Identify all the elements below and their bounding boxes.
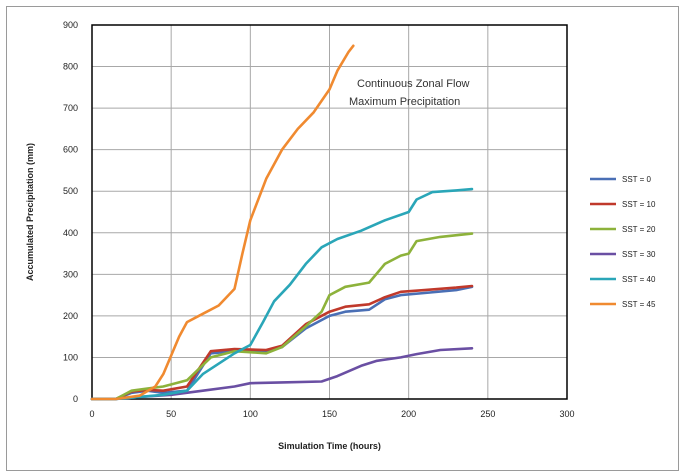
x-tick-label: 300 [559,409,574,419]
x-tick-label: 150 [322,409,337,419]
axis-ticks: 0 100 200 300 400 500 600 700 800 900 0 50 100 150 200… [63,20,575,419]
y-axis-title: Accumulated Precipitation (mm) [25,143,35,281]
y-tick-label: 200 [63,311,78,321]
grid-lines [91,24,568,400]
legend-label-2: SST = 20 [622,225,656,234]
y-tick-label: 700 [63,103,78,113]
y-tick-label: 800 [63,62,78,72]
legend-label-4: SST = 40 [622,275,656,284]
x-tick-label: 250 [480,409,495,419]
legend: SST = 0 SST = 10 SST = 20 SST = 30 SST = 40 S… [590,175,656,309]
legend-label-3: SST = 30 [622,250,656,259]
x-tick-label: 50 [166,409,176,419]
plot-area-border [91,24,568,400]
line-chart: 0 100 200 300 400 500 600 700 800 900 0 50 100 150 200… [25,20,656,451]
x-tick-label: 100 [243,409,258,419]
y-tick-label: 500 [63,186,78,196]
annotation-line-1: Continuous Zonal Flow [357,78,470,90]
x-tick-label: 0 [89,409,94,419]
series-line-5 [90,44,355,401]
y-tick-label: 400 [63,228,78,238]
y-tick-label: 900 [63,20,78,30]
legend-label-0: SST = 0 [622,175,652,184]
x-axis-title: Simulation Time (hours) [278,441,381,451]
chart-frame: 0 100 200 300 400 500 600 700 800 900 0 50 100 150 200… [6,6,679,471]
y-tick-label: 600 [63,145,78,155]
legend-label-5: SST = 45 [622,300,656,309]
series-lines [90,44,474,401]
y-tick-label: 300 [63,269,78,279]
y-tick-label: 100 [63,352,78,362]
series-line-4 [90,187,474,401]
annotation-line-2: Maximum Precipitation [349,96,460,108]
legend-label-1: SST = 10 [622,200,656,209]
y-tick-label: 0 [73,394,78,404]
x-tick-label: 200 [401,409,416,419]
